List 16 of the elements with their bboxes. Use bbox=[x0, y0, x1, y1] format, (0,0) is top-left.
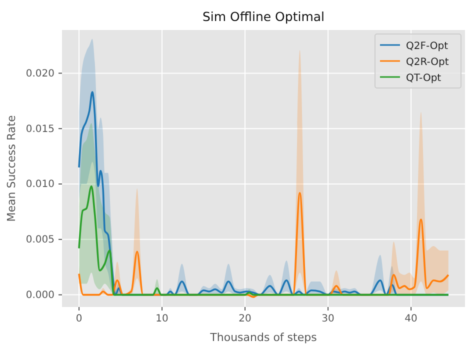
x-tick-label: 0 bbox=[76, 314, 82, 325]
x-tick-label: 10 bbox=[156, 314, 168, 325]
chart-title: Sim Offline Optimal bbox=[202, 9, 324, 24]
y-tick-label: 0.005 bbox=[26, 234, 54, 246]
y-tick-label: 0.020 bbox=[26, 68, 54, 80]
y-axis-title: Mean Success Rate bbox=[5, 115, 18, 222]
legend-label: QT-Opt bbox=[406, 73, 442, 84]
legend-label: Q2F-Opt bbox=[406, 41, 448, 52]
x-tick-label: 30 bbox=[322, 314, 334, 325]
y-tick-label: 0.010 bbox=[26, 179, 54, 190]
x-tick-label: 40 bbox=[404, 314, 418, 325]
y-tick-label: 0.000 bbox=[26, 290, 54, 302]
y-tick-label: 0.015 bbox=[26, 124, 54, 135]
x-tick-label: 20 bbox=[238, 314, 252, 325]
x-axis-title: Thousands of steps bbox=[209, 331, 318, 344]
legend-label: Q2R-Opt bbox=[406, 57, 449, 68]
